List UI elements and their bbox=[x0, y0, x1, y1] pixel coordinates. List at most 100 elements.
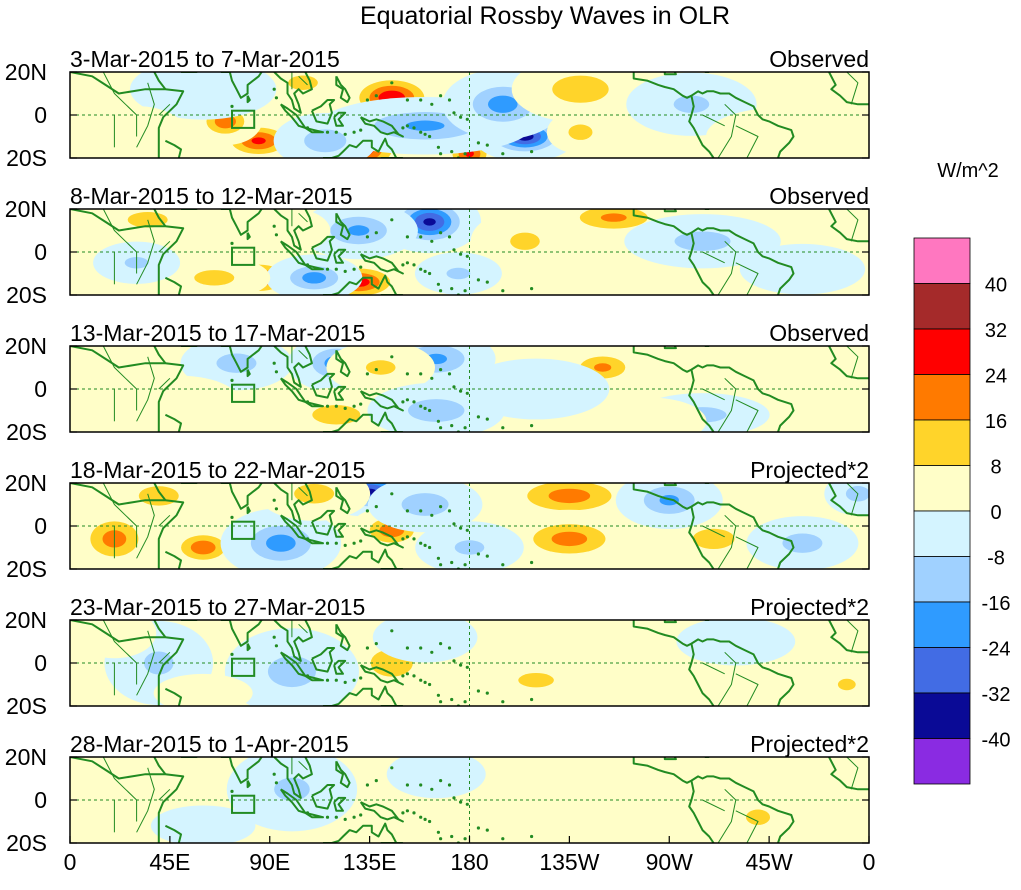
island bbox=[428, 408, 432, 413]
border-line bbox=[102, 346, 138, 411]
anomaly-contour bbox=[568, 124, 593, 140]
island bbox=[428, 819, 432, 824]
border-line bbox=[702, 662, 725, 675]
island bbox=[343, 132, 347, 136]
panel-label: Projected*2 bbox=[750, 731, 869, 757]
coastline bbox=[359, 390, 404, 412]
colorbar-swatch bbox=[913, 556, 971, 603]
island bbox=[485, 143, 489, 147]
coastline bbox=[273, 346, 313, 388]
coastline bbox=[304, 126, 324, 134]
anomaly-contour bbox=[405, 120, 445, 131]
island bbox=[439, 94, 443, 98]
anomaly-contour bbox=[408, 399, 465, 422]
y-tick-label: 20S bbox=[6, 556, 47, 582]
coastline bbox=[335, 212, 351, 241]
coastlines bbox=[70, 483, 869, 569]
anomaly-contour bbox=[372, 620, 478, 663]
island bbox=[439, 505, 443, 509]
coastline bbox=[310, 509, 336, 536]
coastline bbox=[304, 263, 324, 271]
island bbox=[419, 541, 423, 545]
island bbox=[465, 117, 469, 121]
y-tick-label: 0 bbox=[34, 239, 47, 265]
island bbox=[405, 535, 409, 539]
anomaly-contour bbox=[518, 673, 554, 688]
panel-label: Observed bbox=[769, 183, 869, 209]
border-line bbox=[298, 623, 308, 634]
anomaly-contour bbox=[551, 531, 588, 547]
border-line bbox=[102, 72, 138, 137]
island bbox=[436, 693, 440, 697]
coastline bbox=[220, 72, 263, 99]
coastline bbox=[323, 685, 398, 706]
panel-1: 20N 0 20S 3-Mar-2015 to 7-Mar-2015 Observed bbox=[5, 46, 870, 171]
coastline bbox=[688, 780, 715, 843]
island bbox=[334, 130, 338, 134]
coastline bbox=[359, 116, 404, 138]
coastline bbox=[310, 99, 336, 125]
coastlines bbox=[70, 757, 869, 843]
island bbox=[359, 402, 363, 406]
border-line bbox=[298, 486, 308, 497]
coastline bbox=[323, 274, 398, 295]
coastline bbox=[632, 346, 795, 432]
island bbox=[476, 415, 480, 419]
island bbox=[485, 280, 489, 284]
coastline bbox=[688, 95, 715, 158]
island bbox=[447, 509, 452, 513]
coastline bbox=[632, 209, 795, 295]
coastline bbox=[70, 757, 185, 843]
island bbox=[450, 697, 454, 702]
coastline bbox=[304, 811, 324, 819]
colorbar-swatch bbox=[913, 647, 971, 694]
island bbox=[230, 378, 234, 382]
colorbar-swatch bbox=[913, 419, 971, 466]
island bbox=[374, 368, 378, 372]
border-line bbox=[298, 760, 308, 771]
border-line bbox=[846, 72, 859, 105]
anomaly-contour bbox=[555, 797, 695, 843]
olr-field bbox=[70, 209, 869, 295]
island bbox=[439, 289, 443, 293]
coastline bbox=[632, 72, 795, 158]
island bbox=[459, 800, 463, 804]
coastline bbox=[70, 209, 185, 295]
coastline bbox=[323, 548, 398, 569]
y-tick-label: 0 bbox=[34, 650, 47, 676]
anomaly-contour bbox=[462, 358, 610, 420]
island bbox=[419, 815, 423, 819]
island bbox=[430, 787, 434, 791]
border-line bbox=[702, 388, 725, 401]
coastline bbox=[153, 757, 167, 775]
y-tick-label: 20S bbox=[6, 145, 47, 171]
coastline bbox=[333, 796, 347, 812]
anomaly-contour bbox=[294, 484, 335, 504]
coastline bbox=[828, 620, 869, 654]
coastline bbox=[153, 483, 167, 501]
colorbar-level-label: -32 bbox=[982, 684, 1011, 706]
border-line bbox=[158, 377, 171, 390]
panel-5: 20N 0 20S 23-Mar-2015 to 27-Mar-2015 Project… bbox=[5, 594, 870, 719]
border-line bbox=[735, 536, 759, 569]
island bbox=[374, 642, 378, 646]
island bbox=[401, 400, 405, 404]
island bbox=[334, 267, 338, 271]
island bbox=[430, 376, 434, 380]
anomaly-contour bbox=[692, 528, 735, 550]
island bbox=[436, 419, 440, 423]
coastlines bbox=[70, 620, 869, 706]
anomaly-contour bbox=[288, 75, 318, 90]
y-tick-label: 20N bbox=[5, 744, 47, 770]
anomaly-contour bbox=[118, 375, 244, 432]
panel-label: Projected*2 bbox=[750, 457, 869, 483]
x-tick-label: 90W bbox=[646, 849, 694, 875]
island bbox=[359, 676, 363, 680]
island bbox=[465, 528, 469, 532]
panel-period: 13-Mar-2015 to 17-Mar-2015 bbox=[70, 320, 365, 346]
coastlines bbox=[70, 346, 869, 432]
island bbox=[343, 269, 347, 273]
island bbox=[423, 817, 427, 822]
island bbox=[405, 98, 409, 102]
